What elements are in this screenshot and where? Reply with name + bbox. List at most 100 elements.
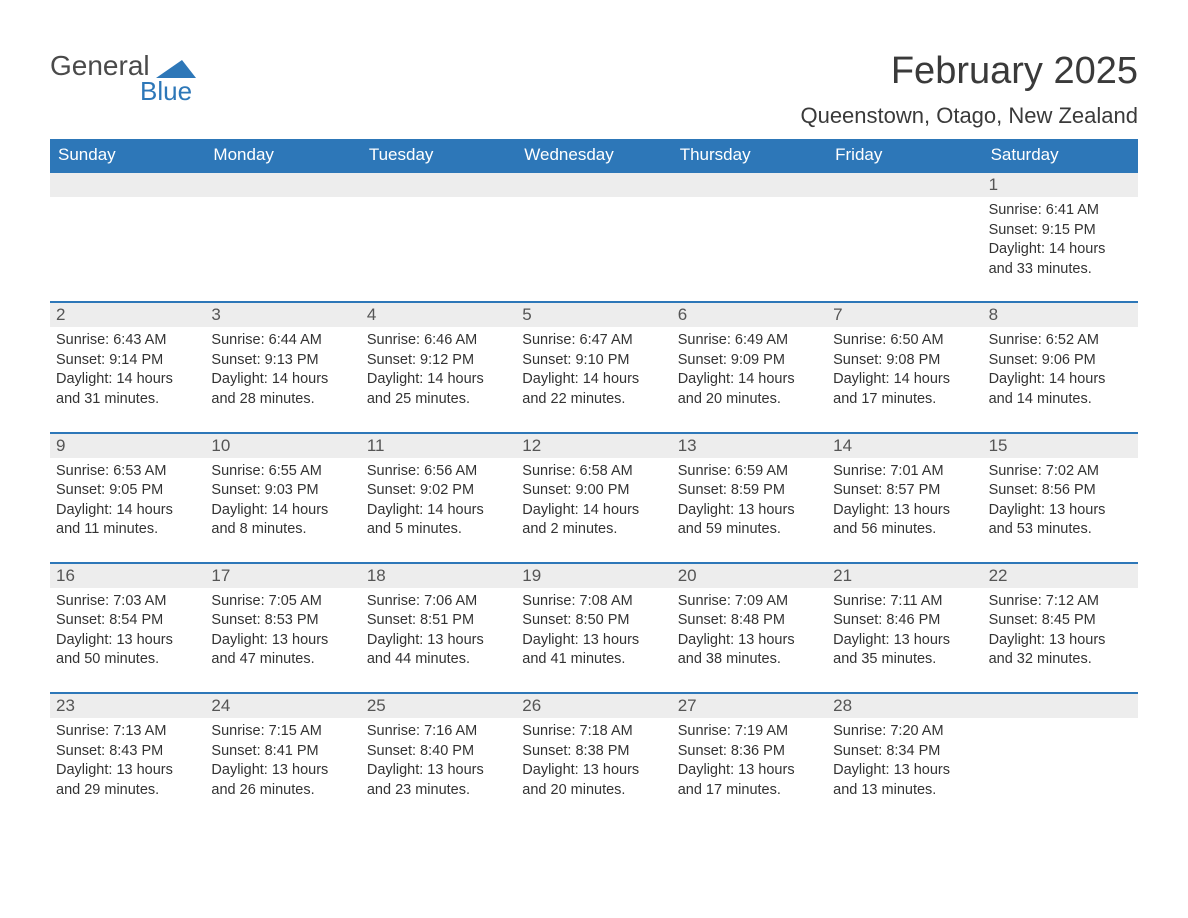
sunrise-text: Sunrise: 7:11 AM xyxy=(833,592,976,612)
sunrise-text: Sunrise: 7:05 AM xyxy=(211,592,354,612)
sunset-text: Sunset: 8:43 PM xyxy=(56,742,199,762)
day-cell-19: Sunrise: 7:08 AMSunset: 8:50 PMDaylight:… xyxy=(516,588,671,692)
weekday-header-row: SundayMondayTuesdayWednesdayThursdayFrid… xyxy=(50,139,1138,171)
empty-daynum xyxy=(50,173,205,197)
location: Queenstown, Otago, New Zealand xyxy=(800,103,1138,129)
day-number-22: 22 xyxy=(983,564,1138,588)
day-number-14: 14 xyxy=(827,434,982,458)
sunrise-text: Sunrise: 7:18 AM xyxy=(522,722,665,742)
empty-daynum xyxy=(516,173,671,197)
week-body-row: Sunrise: 6:43 AMSunset: 9:14 PMDaylight:… xyxy=(50,327,1138,431)
daylight-text: Daylight: 14 hours and 8 minutes. xyxy=(211,501,354,540)
week-body-row: Sunrise: 7:13 AMSunset: 8:43 PMDaylight:… xyxy=(50,718,1138,822)
sunrise-text: Sunrise: 6:59 AM xyxy=(678,462,821,482)
day-number-12: 12 xyxy=(516,434,671,458)
day-number-20: 20 xyxy=(672,564,827,588)
day-number-4: 4 xyxy=(361,303,516,327)
week-body-row: Sunrise: 6:53 AMSunset: 9:05 PMDaylight:… xyxy=(50,458,1138,562)
sunrise-text: Sunrise: 6:53 AM xyxy=(56,462,199,482)
day-cell-23: Sunrise: 7:13 AMSunset: 8:43 PMDaylight:… xyxy=(50,718,205,822)
day-number-9: 9 xyxy=(50,434,205,458)
daylight-text: Daylight: 13 hours and 44 minutes. xyxy=(367,631,510,670)
logo-text-sub: Blue xyxy=(140,76,196,107)
empty-cell xyxy=(361,197,516,301)
sunrise-text: Sunrise: 6:49 AM xyxy=(678,331,821,351)
sunrise-text: Sunrise: 6:55 AM xyxy=(211,462,354,482)
day-cell-3: Sunrise: 6:44 AMSunset: 9:13 PMDaylight:… xyxy=(205,327,360,431)
sunset-text: Sunset: 9:09 PM xyxy=(678,351,821,371)
daylight-text: Daylight: 14 hours and 25 minutes. xyxy=(367,370,510,409)
sunrise-text: Sunrise: 7:16 AM xyxy=(367,722,510,742)
sunset-text: Sunset: 8:41 PM xyxy=(211,742,354,762)
logo-text-main: General xyxy=(50,50,150,82)
day-cell-10: Sunrise: 6:55 AMSunset: 9:03 PMDaylight:… xyxy=(205,458,360,562)
empty-cell xyxy=(205,197,360,301)
day-number-16: 16 xyxy=(50,564,205,588)
weekday-monday: Monday xyxy=(205,139,360,171)
day-number-13: 13 xyxy=(672,434,827,458)
day-number-26: 26 xyxy=(516,694,671,718)
sunset-text: Sunset: 9:12 PM xyxy=(367,351,510,371)
day-number-8: 8 xyxy=(983,303,1138,327)
sunrise-text: Sunrise: 6:47 AM xyxy=(522,331,665,351)
sunset-text: Sunset: 9:06 PM xyxy=(989,351,1132,371)
empty-daynum xyxy=(672,173,827,197)
day-number-10: 10 xyxy=(205,434,360,458)
daylight-text: Daylight: 13 hours and 38 minutes. xyxy=(678,631,821,670)
day-cell-17: Sunrise: 7:05 AMSunset: 8:53 PMDaylight:… xyxy=(205,588,360,692)
day-cell-14: Sunrise: 7:01 AMSunset: 8:57 PMDaylight:… xyxy=(827,458,982,562)
week-daynum-row: 232425262728 xyxy=(50,692,1138,718)
day-number-27: 27 xyxy=(672,694,827,718)
day-number-28: 28 xyxy=(827,694,982,718)
sunrise-text: Sunrise: 7:15 AM xyxy=(211,722,354,742)
day-cell-2: Sunrise: 6:43 AMSunset: 9:14 PMDaylight:… xyxy=(50,327,205,431)
day-cell-22: Sunrise: 7:12 AMSunset: 8:45 PMDaylight:… xyxy=(983,588,1138,692)
sunrise-text: Sunrise: 7:09 AM xyxy=(678,592,821,612)
sunrise-text: Sunrise: 6:58 AM xyxy=(522,462,665,482)
empty-daynum xyxy=(205,173,360,197)
logo-shape-icon xyxy=(156,54,196,78)
day-number-15: 15 xyxy=(983,434,1138,458)
day-cell-4: Sunrise: 6:46 AMSunset: 9:12 PMDaylight:… xyxy=(361,327,516,431)
daylight-text: Daylight: 14 hours and 22 minutes. xyxy=(522,370,665,409)
day-cell-11: Sunrise: 6:56 AMSunset: 9:02 PMDaylight:… xyxy=(361,458,516,562)
day-cell-20: Sunrise: 7:09 AMSunset: 8:48 PMDaylight:… xyxy=(672,588,827,692)
week-daynum-row: 16171819202122 xyxy=(50,562,1138,588)
day-number-25: 25 xyxy=(361,694,516,718)
day-cell-8: Sunrise: 6:52 AMSunset: 9:06 PMDaylight:… xyxy=(983,327,1138,431)
daylight-text: Daylight: 13 hours and 41 minutes. xyxy=(522,631,665,670)
daylight-text: Daylight: 14 hours and 14 minutes. xyxy=(989,370,1132,409)
daylight-text: Daylight: 13 hours and 35 minutes. xyxy=(833,631,976,670)
day-number-21: 21 xyxy=(827,564,982,588)
daylight-text: Daylight: 14 hours and 33 minutes. xyxy=(989,240,1132,279)
empty-cell xyxy=(672,197,827,301)
sunset-text: Sunset: 8:53 PM xyxy=(211,611,354,631)
sunset-text: Sunset: 8:46 PM xyxy=(833,611,976,631)
daylight-text: Daylight: 13 hours and 13 minutes. xyxy=(833,761,976,800)
weekday-friday: Friday xyxy=(827,139,982,171)
sunset-text: Sunset: 9:14 PM xyxy=(56,351,199,371)
sunset-text: Sunset: 8:54 PM xyxy=(56,611,199,631)
day-cell-28: Sunrise: 7:20 AMSunset: 8:34 PMDaylight:… xyxy=(827,718,982,822)
week-body-row: Sunrise: 6:41 AMSunset: 9:15 PMDaylight:… xyxy=(50,197,1138,301)
weekday-saturday: Saturday xyxy=(983,139,1138,171)
day-number-7: 7 xyxy=(827,303,982,327)
day-number-18: 18 xyxy=(361,564,516,588)
sunrise-text: Sunrise: 7:03 AM xyxy=(56,592,199,612)
sunset-text: Sunset: 8:40 PM xyxy=(367,742,510,762)
daylight-text: Daylight: 13 hours and 47 minutes. xyxy=(211,631,354,670)
day-number-3: 3 xyxy=(205,303,360,327)
daylight-text: Daylight: 13 hours and 26 minutes. xyxy=(211,761,354,800)
empty-cell xyxy=(50,197,205,301)
daylight-text: Daylight: 14 hours and 2 minutes. xyxy=(522,501,665,540)
day-cell-7: Sunrise: 6:50 AMSunset: 9:08 PMDaylight:… xyxy=(827,327,982,431)
logo: General Blue xyxy=(50,50,196,107)
day-number-1: 1 xyxy=(983,173,1138,197)
day-cell-18: Sunrise: 7:06 AMSunset: 8:51 PMDaylight:… xyxy=(361,588,516,692)
week-daynum-row: 1 xyxy=(50,171,1138,197)
sunrise-text: Sunrise: 7:12 AM xyxy=(989,592,1132,612)
sunset-text: Sunset: 8:38 PM xyxy=(522,742,665,762)
weekday-thursday: Thursday xyxy=(672,139,827,171)
daylight-text: Daylight: 13 hours and 50 minutes. xyxy=(56,631,199,670)
sunrise-text: Sunrise: 6:52 AM xyxy=(989,331,1132,351)
